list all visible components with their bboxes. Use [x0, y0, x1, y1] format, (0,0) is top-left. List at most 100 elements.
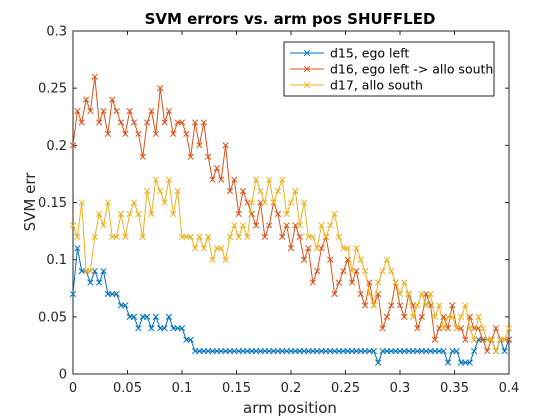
- data-point: [152, 130, 159, 138]
- data-point: [375, 359, 382, 366]
- data-point: [449, 313, 456, 320]
- data-point: [218, 245, 225, 252]
- data-point: [296, 222, 303, 229]
- data-point: [91, 233, 98, 240]
- data-point: [205, 153, 212, 160]
- y-tick-label: 0.25: [38, 82, 67, 97]
- y-tick-label: 0: [59, 368, 67, 383]
- data-point: [470, 347, 478, 355]
- data-point: [292, 187, 299, 195]
- data-point: [161, 199, 168, 206]
- data-point: [348, 279, 356, 286]
- data-point: [261, 199, 268, 206]
- data-point: [492, 325, 500, 332]
- data-point: [457, 313, 465, 320]
- data-point: [117, 119, 125, 126]
- data-point: [401, 279, 408, 286]
- data-point: [388, 302, 395, 309]
- series-layer: [69, 73, 513, 366]
- data-point: [170, 130, 177, 138]
- data-point: [314, 267, 321, 275]
- data-point: [401, 313, 408, 320]
- data-point: [361, 302, 369, 309]
- data-point: [96, 119, 103, 126]
- data-point: [122, 233, 129, 240]
- data-point: [383, 256, 391, 263]
- data-point: [161, 325, 168, 332]
- x-tick-label: 0.2: [281, 381, 302, 396]
- legend-label: d15, ego left: [330, 46, 409, 61]
- data-point: [226, 187, 234, 195]
- x-tick-label: 0.25: [331, 381, 360, 396]
- legend-label: d16, ego left -> allo south: [330, 62, 493, 77]
- data-point: [331, 290, 338, 298]
- data-point: [178, 325, 186, 332]
- data-point: [331, 210, 338, 218]
- data-point: [300, 199, 308, 206]
- data-point: [274, 187, 282, 195]
- data-point: [423, 302, 430, 309]
- data-point: [139, 233, 146, 240]
- data-point: [113, 290, 120, 298]
- data-point: [104, 199, 112, 206]
- data-point: [479, 325, 486, 332]
- y-tick-label: 0.2: [46, 139, 67, 154]
- data-point: [244, 233, 251, 240]
- data-point: [427, 290, 434, 298]
- data-point: [274, 210, 282, 218]
- x-tick-label: 0.05: [113, 381, 142, 396]
- data-point: [209, 256, 216, 263]
- data-point: [130, 199, 138, 206]
- data-point: [305, 245, 312, 252]
- data-point: [322, 233, 330, 240]
- data-point: [126, 210, 133, 218]
- chart-title: SVM errors vs. arm pos SHUFFLED: [145, 10, 436, 28]
- data-point: [462, 336, 469, 343]
- data-point: [205, 233, 212, 240]
- data-point: [187, 233, 194, 240]
- data-point: [122, 302, 129, 309]
- data-point: [501, 347, 508, 355]
- data-point: [78, 199, 85, 206]
- data-point: [152, 313, 159, 320]
- data-point: [453, 347, 460, 355]
- data-point: [414, 325, 421, 332]
- data-point: [475, 313, 482, 320]
- data-point: [170, 210, 177, 218]
- data-point: [69, 142, 77, 149]
- data-point: [418, 313, 425, 320]
- data-point: [409, 313, 417, 320]
- data-point: [74, 233, 81, 240]
- data-point: [366, 290, 373, 298]
- data-point: [174, 187, 181, 195]
- data-point: [226, 233, 234, 240]
- data-point: [431, 336, 439, 343]
- data-point: [183, 130, 190, 138]
- data-point: [209, 176, 216, 183]
- data-point: [165, 107, 173, 115]
- data-point: [383, 313, 391, 320]
- data-point: [113, 233, 120, 240]
- data-point: [340, 267, 347, 275]
- data-point: [449, 302, 456, 309]
- x-axis: 0 0.05 0.1 0.15 0.2 0.25 0.3 0.35 0.4: [69, 31, 519, 396]
- data-point: [161, 119, 168, 126]
- data-point: [143, 119, 151, 126]
- data-point: [148, 325, 155, 332]
- data-point: [283, 210, 290, 218]
- data-point: [239, 222, 247, 229]
- data-point: [283, 222, 290, 229]
- data-point: [218, 176, 225, 183]
- data-point: [87, 107, 94, 115]
- data-point: [440, 347, 447, 355]
- data-point: [484, 347, 491, 355]
- data-point: [252, 176, 260, 183]
- data-point: [196, 233, 203, 240]
- data-point: [157, 187, 164, 195]
- data-point: [266, 176, 273, 183]
- y-axis: 0 0.05 0.1 0.15 0.2 0.25 0.3: [38, 25, 509, 383]
- data-point: [139, 153, 146, 160]
- data-point: [287, 245, 295, 252]
